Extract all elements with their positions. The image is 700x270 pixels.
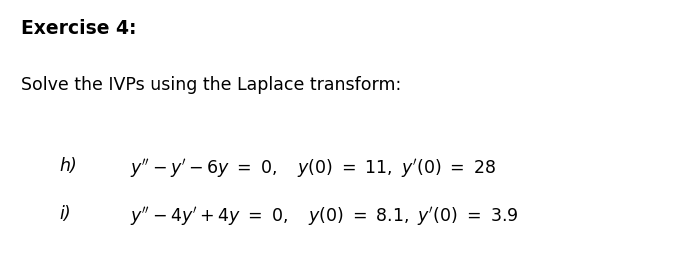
Text: i): i) [60,205,71,223]
Text: Exercise 4:: Exercise 4: [21,19,136,38]
Text: $y'' - y' - 6y\ =\ 0,\quad y(0)\ =\ 11,\ y'(0)\ =\ 28$: $y'' - y' - 6y\ =\ 0,\quad y(0)\ =\ 11,\… [130,157,496,180]
Text: Solve the IVPs using the Laplace transform:: Solve the IVPs using the Laplace transfo… [21,76,401,94]
Text: h): h) [60,157,77,175]
Text: $y'' - 4y' + 4y\ =\ 0,\quad y(0)\ =\ 8.1,\ y'(0)\ =\ 3.9$: $y'' - 4y' + 4y\ =\ 0,\quad y(0)\ =\ 8.1… [130,205,518,228]
